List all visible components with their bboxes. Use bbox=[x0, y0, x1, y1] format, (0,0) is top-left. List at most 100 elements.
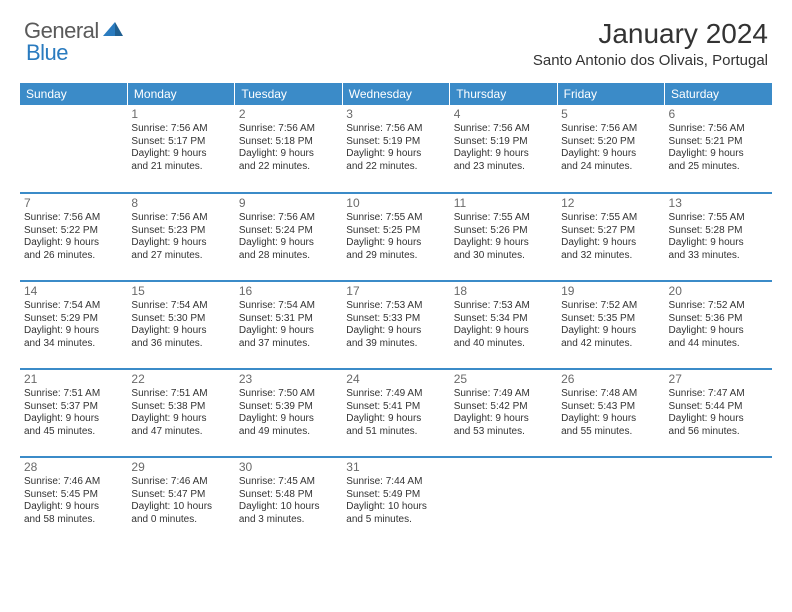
cell-text: and 51 minutes. bbox=[346, 426, 445, 439]
cell-text: and 30 minutes. bbox=[454, 250, 553, 263]
cell-text: and 26 minutes. bbox=[24, 250, 123, 263]
cell-text: Sunset: 5:47 PM bbox=[131, 489, 230, 502]
cell-text: Sunrise: 7:46 AM bbox=[131, 476, 230, 489]
day-number: 25 bbox=[454, 372, 553, 387]
cell-text: Sunrise: 7:53 AM bbox=[346, 300, 445, 313]
calendar-cell: 26Sunrise: 7:48 AMSunset: 5:43 PMDayligh… bbox=[557, 369, 664, 457]
calendar-cell: 20Sunrise: 7:52 AMSunset: 5:36 PMDayligh… bbox=[665, 281, 772, 369]
calendar-cell: 11Sunrise: 7:55 AMSunset: 5:26 PMDayligh… bbox=[450, 193, 557, 281]
cell-text: and 24 minutes. bbox=[561, 161, 660, 174]
cell-text: Sunrise: 7:54 AM bbox=[131, 300, 230, 313]
cell-text: Sunset: 5:25 PM bbox=[346, 225, 445, 238]
cell-text: Sunset: 5:45 PM bbox=[24, 489, 123, 502]
day-number: 30 bbox=[239, 460, 338, 475]
cell-text: and 49 minutes. bbox=[239, 426, 338, 439]
calendar-cell bbox=[665, 457, 772, 545]
calendar-cell: 23Sunrise: 7:50 AMSunset: 5:39 PMDayligh… bbox=[235, 369, 342, 457]
calendar-cell: 25Sunrise: 7:49 AMSunset: 5:42 PMDayligh… bbox=[450, 369, 557, 457]
cell-text: Sunset: 5:19 PM bbox=[454, 136, 553, 149]
cell-text: and 42 minutes. bbox=[561, 338, 660, 351]
cell-text: and 55 minutes. bbox=[561, 426, 660, 439]
cell-text: Sunset: 5:24 PM bbox=[239, 225, 338, 238]
title-block: January 2024 Santo Antonio dos Olivais, … bbox=[533, 18, 768, 69]
day-number: 28 bbox=[24, 460, 123, 475]
cell-text: and 33 minutes. bbox=[669, 250, 768, 263]
logo-text-blue: Blue bbox=[26, 40, 68, 66]
cell-text: Daylight: 9 hours bbox=[24, 325, 123, 338]
cell-text: and 3 minutes. bbox=[239, 514, 338, 527]
cell-text: and 37 minutes. bbox=[239, 338, 338, 351]
calendar-cell: 28Sunrise: 7:46 AMSunset: 5:45 PMDayligh… bbox=[20, 457, 127, 545]
cell-text: Sunset: 5:22 PM bbox=[24, 225, 123, 238]
cell-text: Sunrise: 7:46 AM bbox=[24, 476, 123, 489]
calendar-cell: 9Sunrise: 7:56 AMSunset: 5:24 PMDaylight… bbox=[235, 193, 342, 281]
cell-text: Daylight: 10 hours bbox=[346, 501, 445, 514]
cell-text: Daylight: 9 hours bbox=[24, 413, 123, 426]
calendar-cell: 6Sunrise: 7:56 AMSunset: 5:21 PMDaylight… bbox=[665, 105, 772, 193]
cell-text: Daylight: 9 hours bbox=[239, 325, 338, 338]
logo-triangle-icon bbox=[103, 20, 125, 43]
calendar-cell: 27Sunrise: 7:47 AMSunset: 5:44 PMDayligh… bbox=[665, 369, 772, 457]
cell-text: Sunset: 5:31 PM bbox=[239, 313, 338, 326]
cell-text: Sunset: 5:48 PM bbox=[239, 489, 338, 502]
cell-text: Daylight: 9 hours bbox=[346, 325, 445, 338]
cell-text: and 23 minutes. bbox=[454, 161, 553, 174]
location-text: Santo Antonio dos Olivais, Portugal bbox=[533, 52, 768, 69]
cell-text: Sunrise: 7:52 AM bbox=[561, 300, 660, 313]
cell-text: Sunset: 5:37 PM bbox=[24, 401, 123, 414]
day-number: 16 bbox=[239, 284, 338, 299]
day-number: 8 bbox=[131, 196, 230, 211]
cell-text: Sunrise: 7:53 AM bbox=[454, 300, 553, 313]
cell-text: Sunset: 5:23 PM bbox=[131, 225, 230, 238]
cell-text: Sunrise: 7:56 AM bbox=[561, 123, 660, 136]
cell-text: Sunset: 5:44 PM bbox=[669, 401, 768, 414]
calendar-cell: 3Sunrise: 7:56 AMSunset: 5:19 PMDaylight… bbox=[342, 105, 449, 193]
cell-text: Daylight: 9 hours bbox=[669, 413, 768, 426]
calendar-cell bbox=[20, 105, 127, 193]
cell-text: Sunset: 5:36 PM bbox=[669, 313, 768, 326]
day-number: 12 bbox=[561, 196, 660, 211]
calendar-cell: 8Sunrise: 7:56 AMSunset: 5:23 PMDaylight… bbox=[127, 193, 234, 281]
day-number: 13 bbox=[669, 196, 768, 211]
cell-text: Daylight: 9 hours bbox=[24, 237, 123, 250]
cell-text: Daylight: 10 hours bbox=[239, 501, 338, 514]
cell-text: Sunrise: 7:56 AM bbox=[239, 212, 338, 225]
cell-text: and 53 minutes. bbox=[454, 426, 553, 439]
calendar-cell: 13Sunrise: 7:55 AMSunset: 5:28 PMDayligh… bbox=[665, 193, 772, 281]
day-number: 7 bbox=[24, 196, 123, 211]
cell-text: Sunrise: 7:55 AM bbox=[669, 212, 768, 225]
cell-text: Sunrise: 7:56 AM bbox=[24, 212, 123, 225]
cell-text: Daylight: 9 hours bbox=[561, 413, 660, 426]
cell-text: and 25 minutes. bbox=[669, 161, 768, 174]
cell-text: Sunrise: 7:55 AM bbox=[346, 212, 445, 225]
cell-text: Daylight: 9 hours bbox=[561, 148, 660, 161]
day-number: 2 bbox=[239, 107, 338, 122]
calendar-cell: 10Sunrise: 7:55 AMSunset: 5:25 PMDayligh… bbox=[342, 193, 449, 281]
cell-text: Sunset: 5:27 PM bbox=[561, 225, 660, 238]
cell-text: and 32 minutes. bbox=[561, 250, 660, 263]
day-number: 21 bbox=[24, 372, 123, 387]
calendar-cell: 24Sunrise: 7:49 AMSunset: 5:41 PMDayligh… bbox=[342, 369, 449, 457]
calendar-cell: 21Sunrise: 7:51 AMSunset: 5:37 PMDayligh… bbox=[20, 369, 127, 457]
day-header: Monday bbox=[127, 83, 234, 105]
calendar-cell bbox=[557, 457, 664, 545]
cell-text: Sunrise: 7:56 AM bbox=[239, 123, 338, 136]
calendar-cell: 5Sunrise: 7:56 AMSunset: 5:20 PMDaylight… bbox=[557, 105, 664, 193]
day-number: 11 bbox=[454, 196, 553, 211]
cell-text: Daylight: 9 hours bbox=[346, 413, 445, 426]
day-number: 31 bbox=[346, 460, 445, 475]
cell-text: and 58 minutes. bbox=[24, 514, 123, 527]
cell-text: Daylight: 9 hours bbox=[454, 148, 553, 161]
cell-text: and 22 minutes. bbox=[346, 161, 445, 174]
calendar-cell: 2Sunrise: 7:56 AMSunset: 5:18 PMDaylight… bbox=[235, 105, 342, 193]
month-title: January 2024 bbox=[533, 18, 768, 50]
cell-text: Sunrise: 7:48 AM bbox=[561, 388, 660, 401]
day-number: 17 bbox=[346, 284, 445, 299]
day-number: 24 bbox=[346, 372, 445, 387]
calendar-cell: 12Sunrise: 7:55 AMSunset: 5:27 PMDayligh… bbox=[557, 193, 664, 281]
cell-text: Sunset: 5:19 PM bbox=[346, 136, 445, 149]
cell-text: Sunset: 5:33 PM bbox=[346, 313, 445, 326]
week-row: 7Sunrise: 7:56 AMSunset: 5:22 PMDaylight… bbox=[20, 193, 772, 281]
cell-text: Sunset: 5:39 PM bbox=[239, 401, 338, 414]
cell-text: Sunrise: 7:56 AM bbox=[346, 123, 445, 136]
